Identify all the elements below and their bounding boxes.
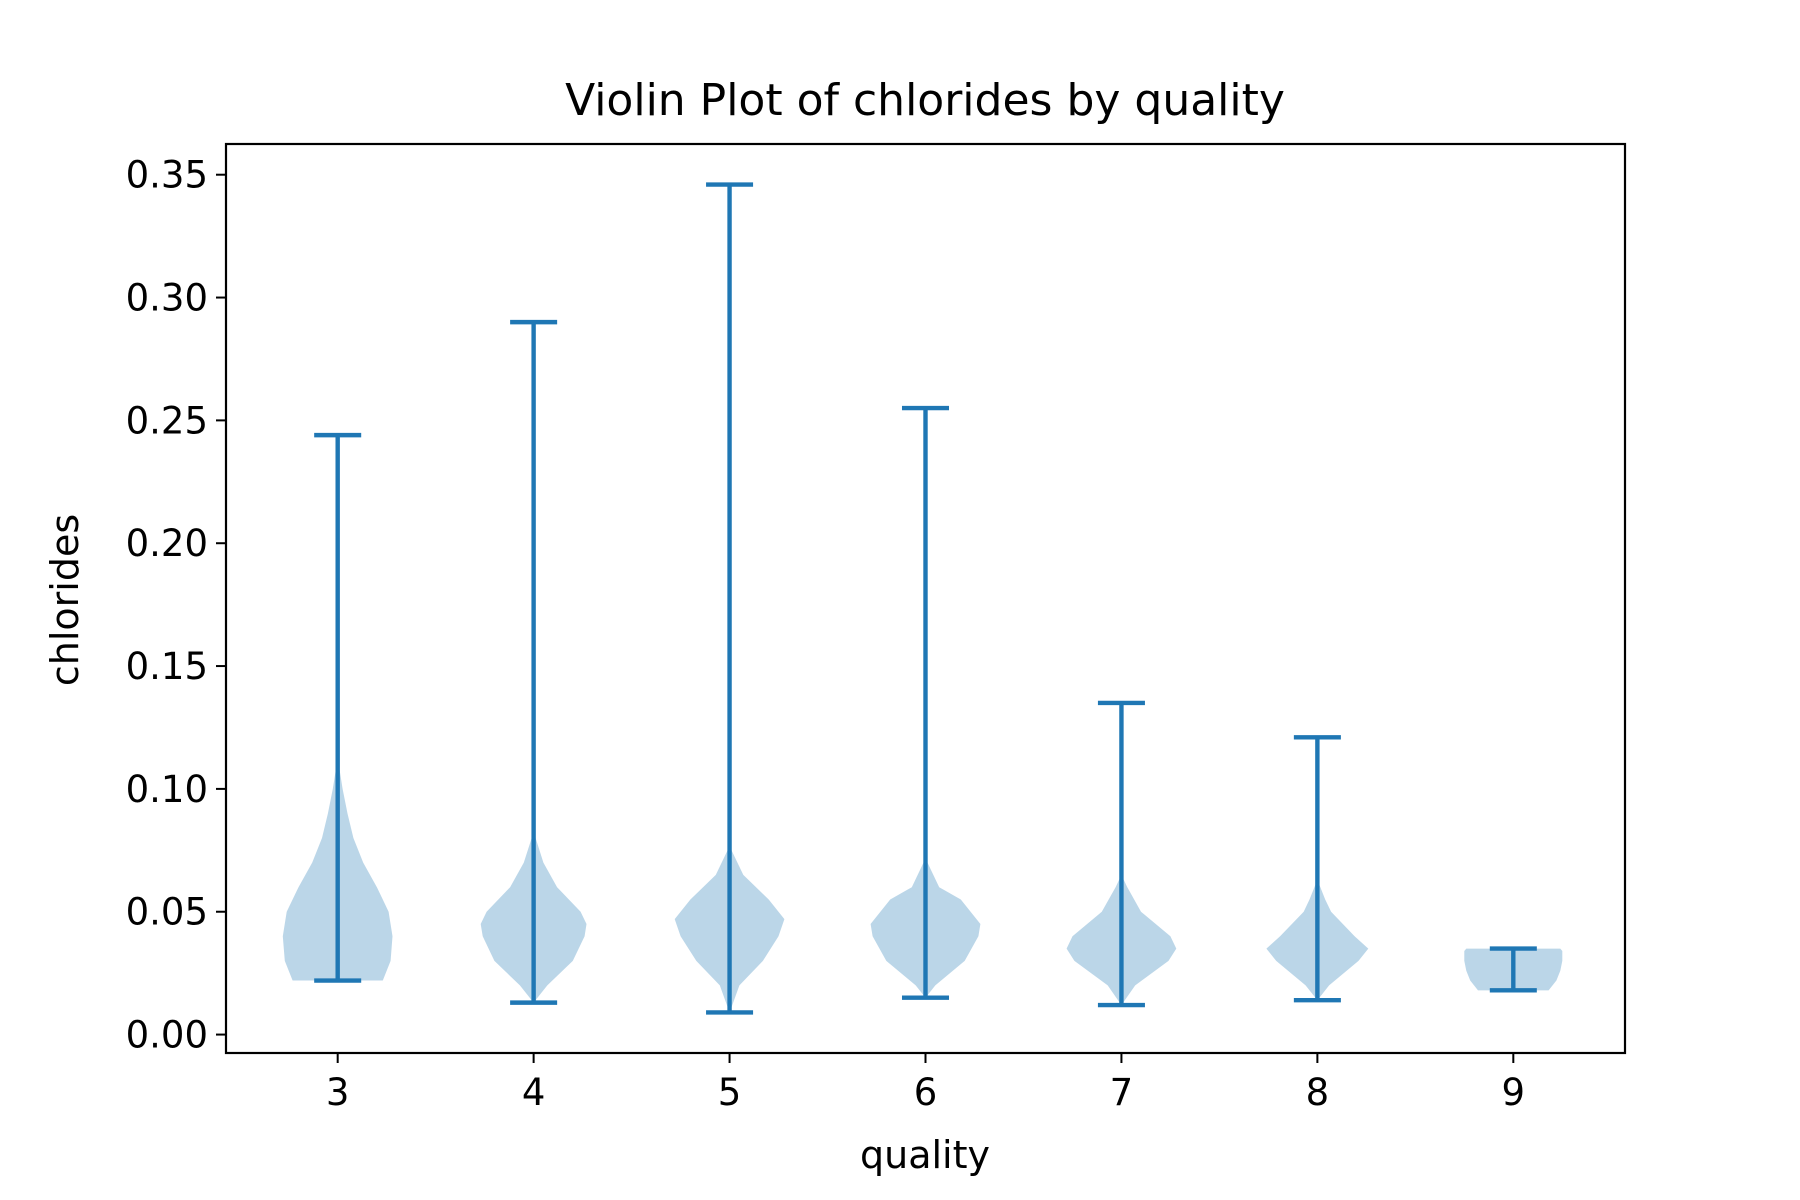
y-tick-label: 0.25 xyxy=(126,399,208,442)
y-tick-label: 0.30 xyxy=(126,277,208,320)
x-tick-label: 7 xyxy=(1110,1071,1134,1114)
x-tick-label: 4 xyxy=(522,1071,546,1114)
x-tick-label: 3 xyxy=(326,1071,350,1114)
x-tick-label: 6 xyxy=(914,1071,938,1114)
x-tick-label: 5 xyxy=(718,1071,742,1114)
x-axis-ticks: 3 4 5 6 7 8 9 xyxy=(326,1053,1525,1114)
y-tick-label: 0.10 xyxy=(126,768,208,811)
y-tick-label: 0.00 xyxy=(126,1014,208,1057)
chart-title: Violin Plot of chlorides by quality xyxy=(565,75,1285,126)
x-tick-label: 9 xyxy=(1502,1071,1526,1114)
violin-extrema-lines xyxy=(314,182,1537,1015)
violin-bodies xyxy=(282,752,1563,1013)
y-axis-label: chlorides xyxy=(43,514,87,686)
x-axis-label: quality xyxy=(860,1133,990,1177)
x-tick-label: 8 xyxy=(1306,1071,1330,1114)
y-tick-label: 0.15 xyxy=(126,645,208,688)
y-tick-label: 0.35 xyxy=(126,154,208,197)
y-tick-label: 0.05 xyxy=(126,891,208,934)
y-tick-label: 0.20 xyxy=(126,522,208,565)
y-axis-ticks: 0.00 0.05 0.10 0.15 0.20 0.25 0.30 0.35 xyxy=(126,154,226,1057)
